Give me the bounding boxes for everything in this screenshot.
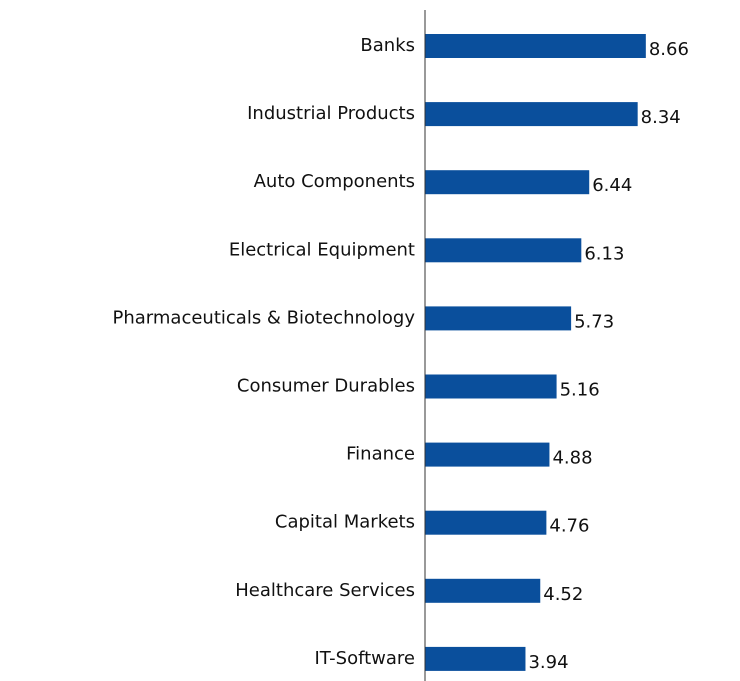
value-label: 8.66 — [649, 39, 689, 60]
bar — [425, 102, 638, 127]
bar — [425, 238, 582, 263]
value-label: 4.52 — [543, 584, 583, 605]
value-label: 6.13 — [584, 243, 624, 264]
value-label: 3.94 — [528, 652, 568, 673]
category-label: Industrial Products — [247, 103, 415, 124]
category-label: IT-Software — [315, 648, 416, 669]
bar — [425, 510, 547, 535]
category-label: Auto Components — [254, 171, 415, 192]
category-label: Capital Markets — [275, 512, 415, 533]
category-label: Consumer Durables — [237, 376, 415, 397]
bar — [425, 306, 572, 331]
value-label: 8.34 — [641, 107, 681, 128]
value-label: 5.16 — [560, 380, 600, 401]
category-label: Healthcare Services — [235, 580, 415, 601]
bar — [425, 442, 550, 467]
bar — [425, 170, 590, 195]
bar — [425, 34, 646, 58]
bar — [425, 374, 557, 399]
value-label: 4.88 — [552, 448, 592, 469]
bars-group — [425, 34, 646, 671]
bar — [425, 578, 541, 603]
bar — [425, 646, 526, 671]
value-labels-group: 8.66 8.34 6.44 6.13 5.73 5.16 4.88 4.76 4.52 3.94 — [528, 39, 688, 673]
category-label: Finance — [346, 444, 415, 465]
category-labels-group: Banks Industrial Products Auto Components E… — [113, 35, 416, 669]
category-label: Electrical Equipment — [229, 239, 415, 260]
category-label: Pharmaceuticals & Biotechnology — [113, 307, 416, 328]
value-label: 4.76 — [549, 516, 589, 537]
value-label: 5.73 — [574, 311, 614, 332]
value-label: 6.44 — [592, 175, 632, 196]
category-label: Banks — [360, 35, 415, 56]
